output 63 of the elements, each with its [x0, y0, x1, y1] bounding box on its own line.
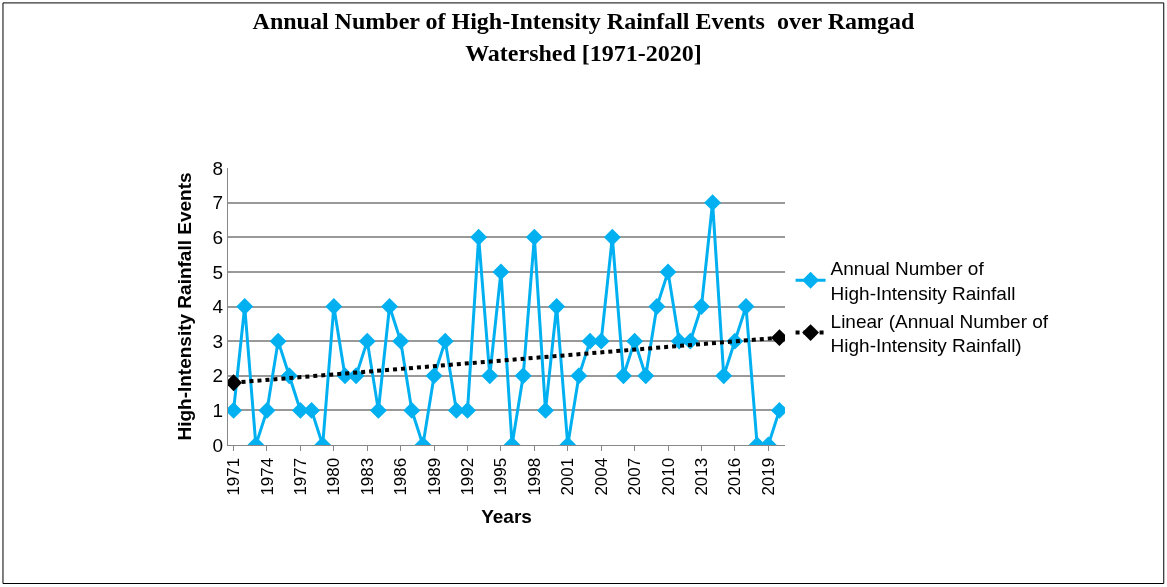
point — [459, 401, 476, 419]
y-tick-label: 5 — [212, 261, 224, 283]
point — [537, 401, 554, 419]
y-tick-label: 1 — [212, 400, 224, 422]
point — [525, 228, 543, 246]
point — [615, 367, 632, 385]
x-tick-label: 1989 — [424, 457, 444, 496]
point — [228, 374, 243, 392]
point — [648, 298, 666, 315]
x-tick-label: 1986 — [391, 457, 411, 496]
x-tick-label: 1977 — [290, 457, 310, 496]
x-tick-label: 1998 — [524, 457, 544, 496]
x-tick-label: 1971 — [224, 457, 244, 496]
point — [236, 298, 254, 315]
point — [325, 298, 343, 315]
point — [258, 401, 276, 419]
point — [369, 401, 387, 419]
y-tick-label: 0 — [212, 434, 224, 456]
x-tick-label: 2007 — [625, 457, 645, 496]
x-tick-label: 2019 — [758, 457, 778, 496]
point — [392, 332, 410, 350]
x-tick-label: 2004 — [591, 457, 611, 496]
x-tick-label: 2013 — [691, 457, 711, 496]
point — [481, 367, 499, 385]
point — [514, 367, 532, 385]
chart-title: Annual Number of High-Intensity Rainfall Events over Ramgad Watershed [1971-2020] — [252, 8, 916, 66]
point — [381, 298, 398, 315]
x-tick-label: 1983 — [357, 457, 377, 496]
point — [659, 263, 677, 281]
point — [626, 332, 644, 350]
y-tick-label: 4 — [212, 296, 224, 318]
point — [269, 332, 287, 350]
x-tick-label: 1995 — [491, 457, 511, 496]
point — [570, 367, 588, 385]
x-tick-label: 1974 — [257, 457, 277, 496]
point — [470, 228, 488, 246]
point — [548, 298, 566, 315]
x-tick-label: 2016 — [725, 457, 745, 496]
point — [704, 194, 722, 212]
legend-label: Annual Number of High-Intensity Rainfall — [830, 258, 1016, 304]
y-tick-label: 7 — [212, 192, 224, 214]
point — [737, 298, 755, 315]
x-tick-label: 1980 — [324, 457, 344, 496]
y-tick-label: 8 — [212, 157, 224, 179]
point — [358, 332, 376, 350]
y-tick-label: 2 — [212, 365, 224, 387]
y-tick-label: 3 — [212, 330, 224, 352]
point — [436, 332, 454, 350]
x-axis-title: Years — [481, 506, 532, 528]
point — [637, 367, 655, 385]
point — [403, 401, 421, 419]
x-tick-label: 2001 — [558, 457, 578, 496]
x-tick-label: 1992 — [458, 457, 478, 496]
legend-label: Linear (Annual Number of High-Intensity Rainfall) — [830, 310, 1049, 357]
point — [770, 329, 785, 347]
x-tick-label: 2010 — [658, 457, 678, 496]
y-tick-label: 6 — [212, 226, 224, 248]
point — [715, 367, 733, 385]
point — [603, 228, 621, 246]
point — [693, 298, 710, 315]
point — [425, 367, 443, 385]
y-axis-title: High-Intensity Rainfall Events — [174, 172, 196, 441]
point — [492, 263, 510, 281]
